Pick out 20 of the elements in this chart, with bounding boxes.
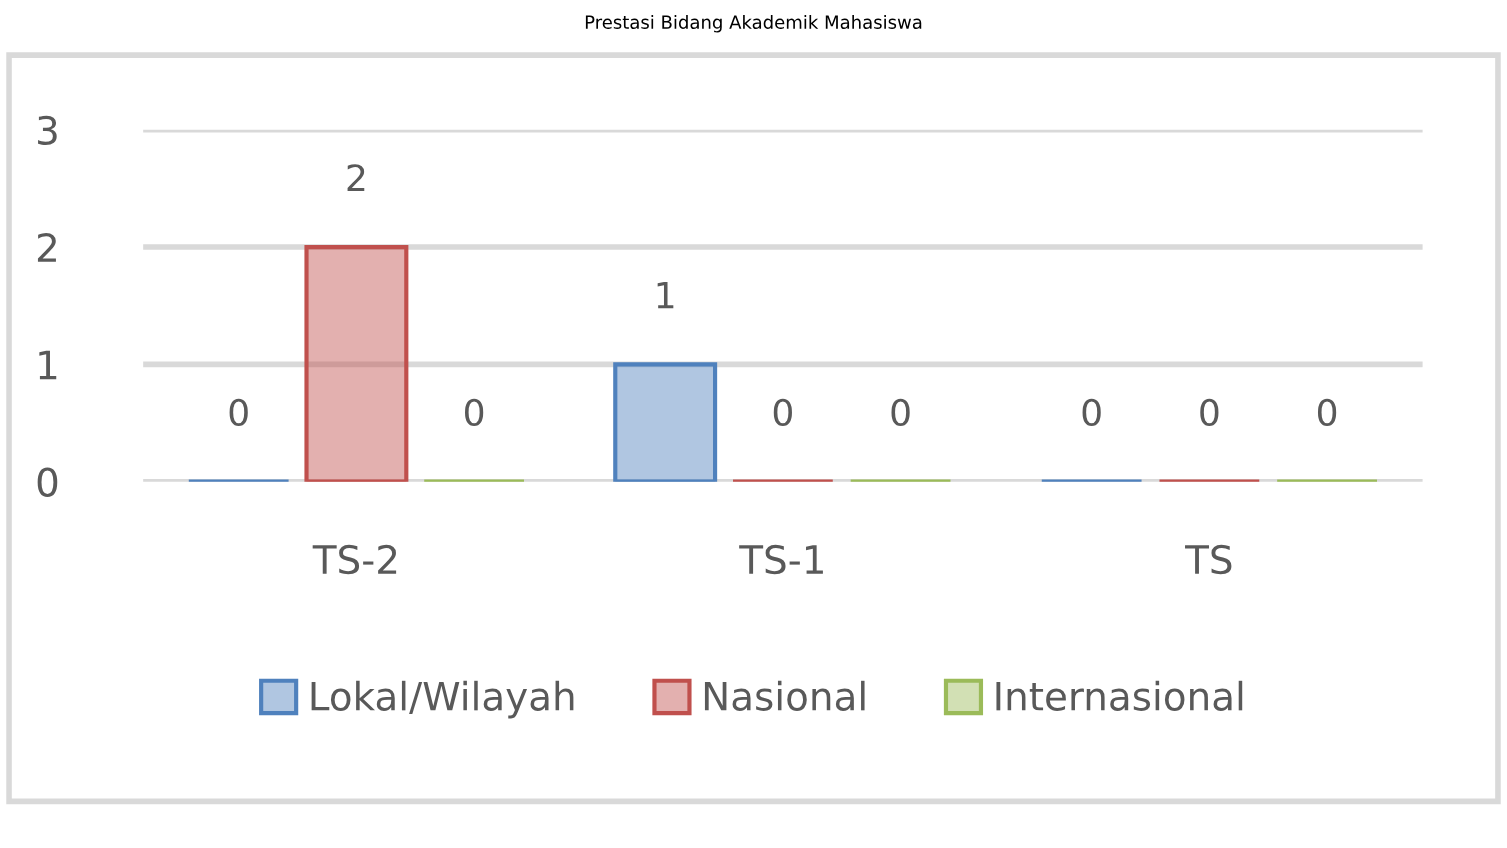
data-label: 0 [1082,398,1101,427]
legend-label: Internasional [996,680,1243,711]
data-label: 0 [1317,398,1337,427]
x-tick-label: TS-2 [312,544,397,575]
x-tick-label: TS-1 [739,544,823,575]
y-tick-label: 3 [38,115,57,146]
data-label: 1 [657,281,674,309]
data-label: 2 [347,164,365,191]
data-label: 0 [773,398,792,427]
legend-label: Lokal/Wilayah [311,680,574,719]
y-tick-label: 2 [37,232,56,262]
data-label: 0 [465,398,484,427]
y-tick-label: 1 [39,350,57,380]
x-tick-label: TS [1185,544,1232,575]
legend-label: Nasional [704,680,865,711]
chart-title: Prestasi Bidang Akademik Mahasiswa [585,15,922,33]
data-label: 0 [1200,398,1219,427]
data-label: 0 [229,398,248,427]
y-tick-label: 0 [37,467,58,497]
data-label: 0 [891,398,910,427]
